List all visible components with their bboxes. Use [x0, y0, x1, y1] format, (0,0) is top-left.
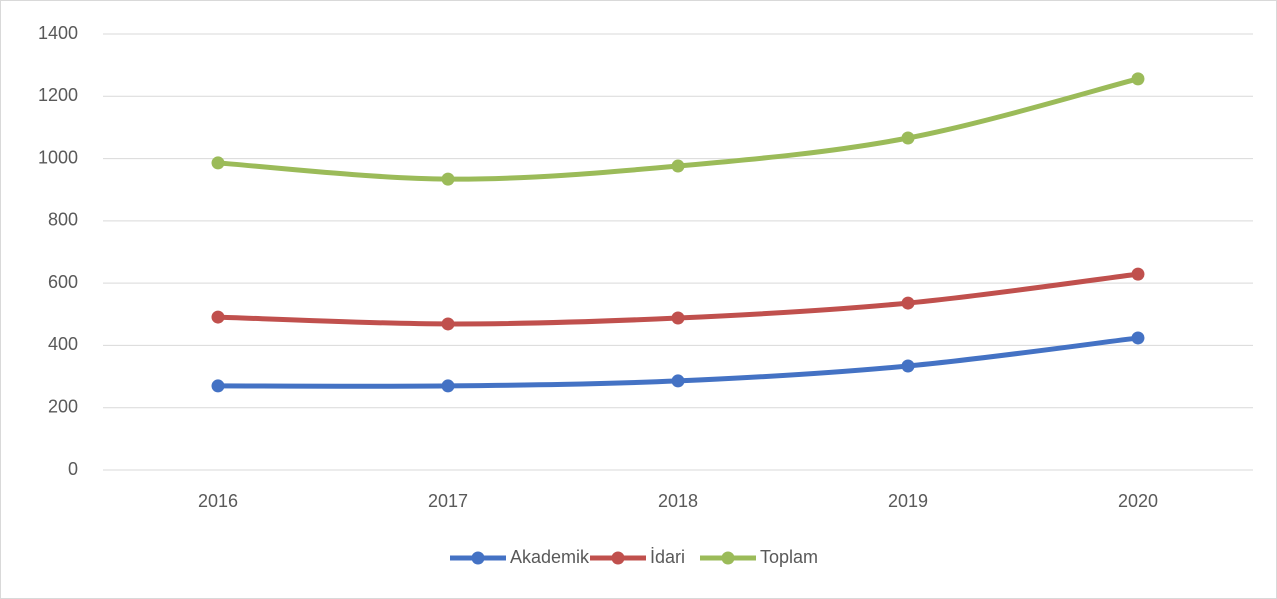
- point-marker: [441, 379, 455, 393]
- point-marker: [211, 156, 225, 170]
- point-marker: [671, 159, 685, 173]
- y-tick-label: 0: [68, 459, 78, 479]
- point-marker: [901, 359, 915, 373]
- y-tick-label: 1000: [38, 147, 78, 167]
- legend-label: Toplam: [760, 547, 818, 567]
- point-marker: [671, 311, 685, 325]
- point-marker: [901, 296, 915, 310]
- legend-label: Akademik: [510, 547, 590, 567]
- point-marker: [901, 131, 915, 145]
- point-marker: [1131, 267, 1145, 281]
- y-tick-label: 1400: [38, 23, 78, 43]
- y-tick-label: 800: [48, 210, 78, 230]
- point-marker: [211, 379, 225, 393]
- point-marker: [211, 310, 225, 324]
- x-tick-label: 2020: [1118, 491, 1158, 511]
- x-tick-label: 2018: [658, 491, 698, 511]
- y-tick-label: 200: [48, 396, 78, 416]
- x-tick-label: 2016: [198, 491, 238, 511]
- legend-marker: [611, 551, 625, 565]
- x-tick-label: 2017: [428, 491, 468, 511]
- y-tick-label: 400: [48, 334, 78, 354]
- legend-marker: [471, 551, 485, 565]
- y-tick-label: 600: [48, 272, 78, 292]
- legend-label: İdari: [650, 547, 685, 567]
- point-marker: [1131, 331, 1145, 345]
- point-marker: [1131, 72, 1145, 86]
- legend-marker: [721, 551, 735, 565]
- point-marker: [441, 172, 455, 186]
- point-marker: [671, 374, 685, 388]
- x-tick-label: 2019: [888, 491, 928, 511]
- point-marker: [441, 317, 455, 331]
- y-tick-label: 1200: [38, 85, 78, 105]
